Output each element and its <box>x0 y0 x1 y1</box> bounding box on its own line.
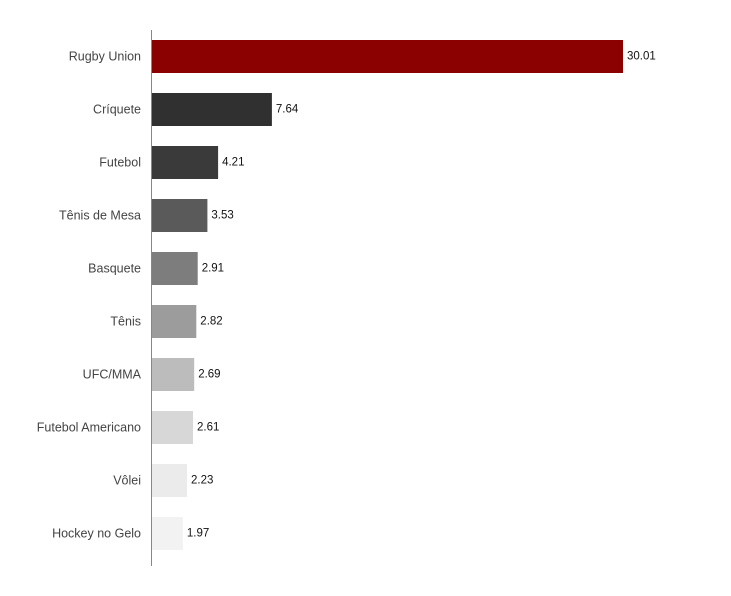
value-label: 2.23 <box>191 475 213 487</box>
category-label: Futebol Americano <box>37 421 141 435</box>
category-label: Tênis de Mesa <box>59 209 141 223</box>
value-label: 2.91 <box>202 263 224 275</box>
value-label: 4.21 <box>222 157 244 169</box>
category-label: Hockey no Gelo <box>52 527 141 541</box>
category-label: Vôlei <box>113 474 141 488</box>
value-label: 2.61 <box>197 422 219 434</box>
bar-5 <box>152 252 198 285</box>
bars-group <box>152 40 623 550</box>
bar-2 <box>152 93 272 126</box>
bar-6 <box>152 305 197 338</box>
value-label: 7.64 <box>276 104 299 116</box>
category-label: Tênis <box>110 315 141 329</box>
bar-8 <box>152 411 193 444</box>
value-labels-group: 30.01 7.64 4.21 3.53 2.91 2.82 2.69 2.61 2.23 1.9… <box>187 51 656 540</box>
category-label: UFC/MMA <box>83 368 142 382</box>
value-label: 30.01 <box>627 51 656 63</box>
value-label: 1.97 <box>187 528 209 540</box>
category-label: Rugby Union <box>69 50 141 64</box>
bar-9 <box>152 464 187 497</box>
value-label: 2.82 <box>200 316 222 328</box>
bar-4 <box>152 199 208 232</box>
category-label: Futebol <box>99 156 141 170</box>
category-label: Basquete <box>88 262 141 276</box>
category-labels-group: Rugby Union Críquete Futebol Tênis de Mesa B… <box>37 50 142 541</box>
bar-7 <box>152 358 195 391</box>
bar-10 <box>152 517 183 550</box>
category-label: Críquete <box>93 103 141 117</box>
value-label: 2.69 <box>198 369 220 381</box>
bar-1 <box>152 40 623 73</box>
value-label: 3.53 <box>211 210 233 222</box>
bar-3 <box>152 146 219 179</box>
